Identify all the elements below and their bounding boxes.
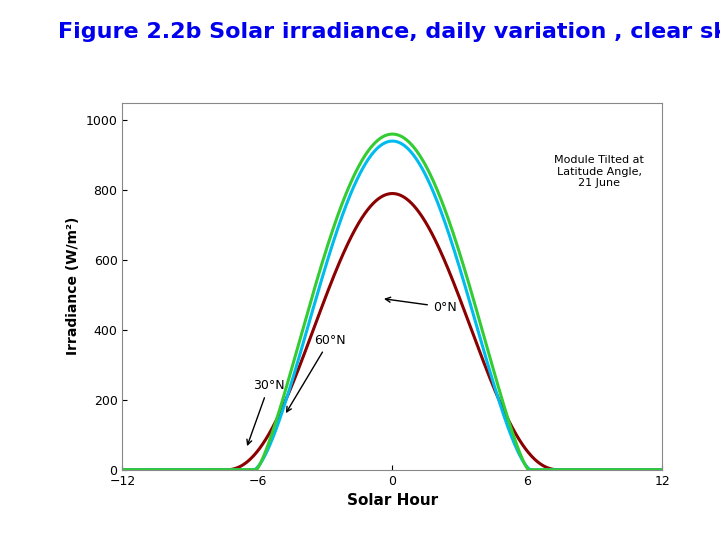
Y-axis label: Irradiance (W/m²): Irradiance (W/m²) <box>66 217 80 355</box>
Text: Module Tilted at
Latitude Angle,
21 June: Module Tilted at Latitude Angle, 21 June <box>554 155 644 188</box>
X-axis label: Solar Hour: Solar Hour <box>347 493 438 508</box>
Text: 30°N: 30°N <box>247 380 284 445</box>
Text: 60°N: 60°N <box>287 334 346 412</box>
Text: Figure 2.2b Solar irradiance, daily variation , clear sky: Figure 2.2b Solar irradiance, daily vari… <box>58 22 720 42</box>
Text: 0°N: 0°N <box>385 297 456 314</box>
